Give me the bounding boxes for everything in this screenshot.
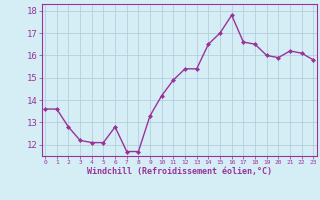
X-axis label: Windchill (Refroidissement éolien,°C): Windchill (Refroidissement éolien,°C)	[87, 167, 272, 176]
